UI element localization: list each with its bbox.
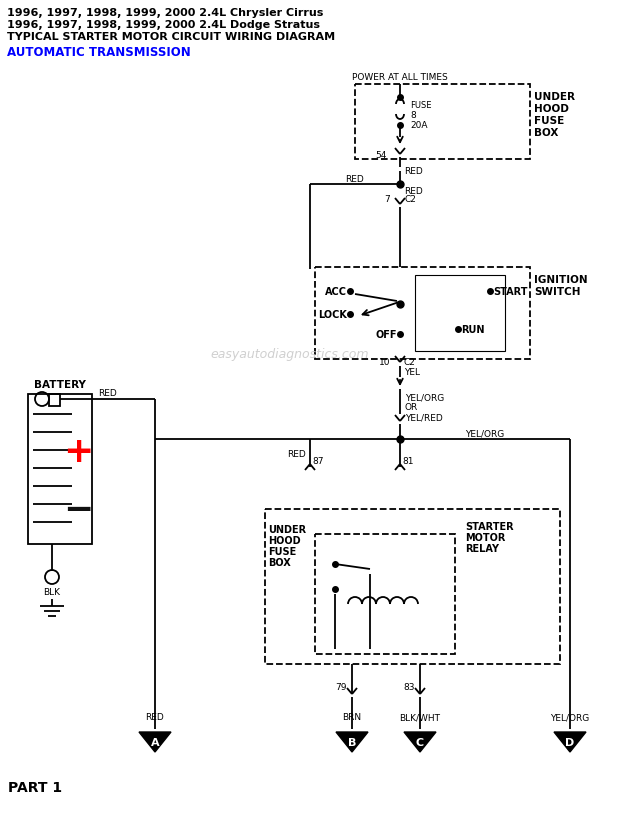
Text: 87: 87 <box>312 457 323 466</box>
Text: +: + <box>63 434 93 468</box>
Text: HOOD: HOOD <box>268 536 300 545</box>
Text: HOOD: HOOD <box>534 104 569 114</box>
Text: RED: RED <box>404 188 423 197</box>
Text: BOX: BOX <box>268 557 290 568</box>
Text: OFF: OFF <box>376 329 397 340</box>
Text: RUN: RUN <box>461 324 485 335</box>
Text: YEL: YEL <box>404 368 420 377</box>
Text: RED: RED <box>287 450 306 459</box>
Text: UNDER: UNDER <box>534 92 575 102</box>
Text: RED: RED <box>345 174 365 183</box>
Polygon shape <box>404 732 436 752</box>
Text: BOX: BOX <box>534 128 559 138</box>
Text: ACC: ACC <box>325 287 347 296</box>
Text: FUSE: FUSE <box>268 546 296 556</box>
Polygon shape <box>336 732 368 752</box>
Text: C2: C2 <box>404 358 416 367</box>
Text: B: B <box>348 737 356 748</box>
Text: START: START <box>493 287 528 296</box>
Text: 7: 7 <box>384 195 390 204</box>
Text: RED: RED <box>146 713 164 722</box>
Text: FUSE: FUSE <box>410 102 431 111</box>
Text: MOTOR: MOTOR <box>465 532 506 542</box>
Text: −: − <box>63 492 93 527</box>
Bar <box>49 395 60 406</box>
Text: PART 1: PART 1 <box>8 780 62 794</box>
Text: 10: 10 <box>378 358 390 367</box>
Text: BATTERY: BATTERY <box>34 379 86 390</box>
Text: BLK: BLK <box>43 588 61 597</box>
Bar <box>28 395 92 545</box>
Text: YEL/ORG: YEL/ORG <box>465 429 505 438</box>
Text: YEL/ORG: YEL/ORG <box>551 713 590 722</box>
Text: D: D <box>565 737 575 748</box>
Text: 81: 81 <box>402 457 413 466</box>
Text: 1996, 1997, 1998, 1999, 2000 2.4L Chrysler Cirrus: 1996, 1997, 1998, 1999, 2000 2.4L Chrysl… <box>7 8 323 18</box>
Text: AUTOMATIC TRANSMISSION: AUTOMATIC TRANSMISSION <box>7 46 191 59</box>
Text: RED: RED <box>404 167 423 176</box>
Text: easyautodiagnostics.com: easyautodiagnostics.com <box>211 348 369 361</box>
Text: C: C <box>416 737 424 748</box>
Text: YEL/ORG: YEL/ORG <box>405 393 444 402</box>
Text: UNDER: UNDER <box>268 524 306 534</box>
Text: RELAY: RELAY <box>465 543 499 554</box>
Text: 8: 8 <box>410 111 416 120</box>
Polygon shape <box>139 732 171 752</box>
Text: 20A: 20A <box>410 121 428 130</box>
Text: 1996, 1997, 1998, 1999, 2000 2.4L Dodge Stratus: 1996, 1997, 1998, 1999, 2000 2.4L Dodge … <box>7 20 320 30</box>
Text: 54: 54 <box>376 151 387 160</box>
Text: SWITCH: SWITCH <box>534 287 580 296</box>
Text: IGNITION: IGNITION <box>534 274 588 285</box>
Text: BLK/WHT: BLK/WHT <box>399 713 441 722</box>
Text: C2: C2 <box>405 195 417 204</box>
Text: 79: 79 <box>336 683 347 692</box>
Bar <box>415 276 505 351</box>
Text: BRN: BRN <box>342 713 362 722</box>
Text: TYPICAL STARTER MOTOR CIRCUIT WIRING DIAGRAM: TYPICAL STARTER MOTOR CIRCUIT WIRING DIA… <box>7 32 335 42</box>
Text: LOCK: LOCK <box>318 310 347 319</box>
Polygon shape <box>554 732 586 752</box>
Text: FUSE: FUSE <box>534 115 564 126</box>
Text: RED: RED <box>98 389 116 398</box>
Text: POWER AT ALL TIMES: POWER AT ALL TIMES <box>352 73 448 82</box>
Text: OR: OR <box>405 403 418 412</box>
Text: YEL/RED: YEL/RED <box>405 413 442 422</box>
Text: A: A <box>151 737 159 748</box>
Text: 83: 83 <box>404 683 415 692</box>
Text: STARTER: STARTER <box>465 522 514 532</box>
